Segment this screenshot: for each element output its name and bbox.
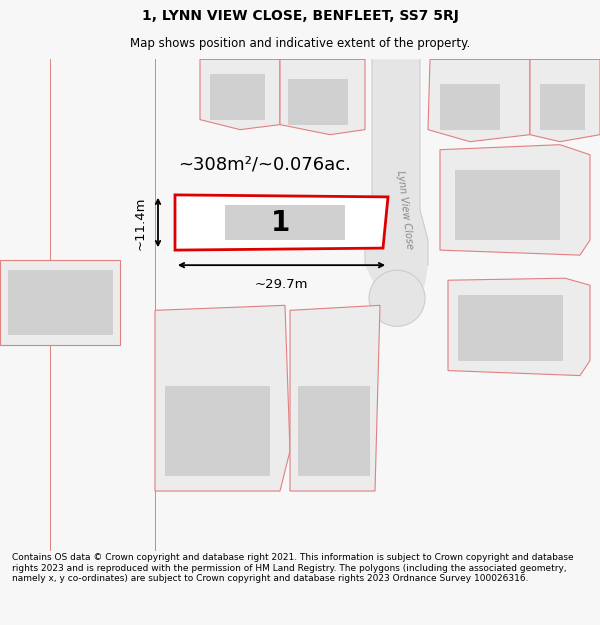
Text: Contains OS data © Crown copyright and database right 2021. This information is : Contains OS data © Crown copyright and d…	[12, 553, 574, 583]
Text: Lynn View Close: Lynn View Close	[395, 170, 415, 250]
Text: ~11.4m: ~11.4m	[134, 196, 147, 250]
Polygon shape	[448, 278, 590, 376]
Polygon shape	[440, 145, 590, 255]
Text: ~308m²/~0.076ac.: ~308m²/~0.076ac.	[179, 156, 352, 174]
Bar	[455, 170, 560, 240]
Polygon shape	[428, 59, 530, 142]
Text: Map shows position and indicative extent of the property.: Map shows position and indicative extent…	[130, 37, 470, 50]
Bar	[165, 386, 270, 476]
Bar	[210, 74, 265, 119]
Circle shape	[369, 270, 425, 326]
Bar	[8, 270, 113, 336]
Polygon shape	[530, 59, 600, 142]
Polygon shape	[175, 195, 388, 250]
Bar	[298, 386, 370, 476]
Text: 1: 1	[271, 209, 290, 237]
Text: ~29.7m: ~29.7m	[254, 278, 308, 291]
Polygon shape	[290, 305, 380, 491]
Bar	[440, 84, 500, 129]
Polygon shape	[0, 260, 120, 346]
Bar	[540, 84, 585, 129]
Polygon shape	[280, 59, 365, 134]
Polygon shape	[365, 59, 428, 300]
Polygon shape	[200, 59, 280, 129]
Text: 1, LYNN VIEW CLOSE, BENFLEET, SS7 5RJ: 1, LYNN VIEW CLOSE, BENFLEET, SS7 5RJ	[142, 9, 458, 23]
Bar	[458, 295, 563, 361]
Polygon shape	[155, 305, 290, 491]
Bar	[288, 79, 348, 124]
Bar	[225, 205, 345, 240]
